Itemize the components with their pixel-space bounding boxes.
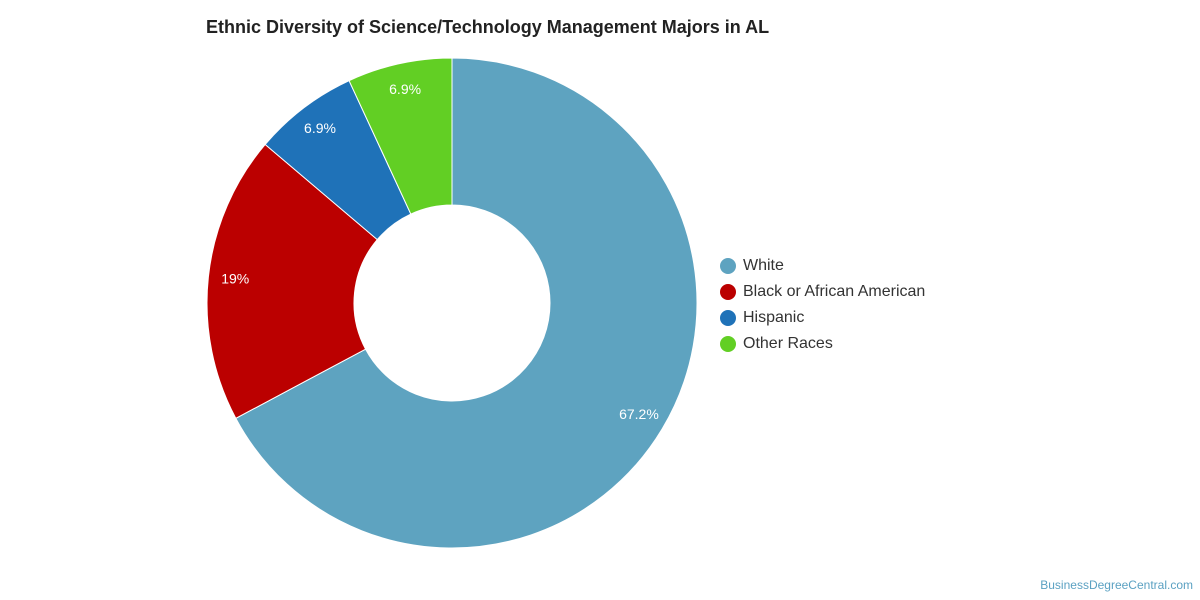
legend-item-hispanic[interactable]: Hispanic: [720, 305, 925, 331]
legend-label: White: [743, 257, 784, 274]
slice-label-other-races: 6.9%: [389, 81, 421, 97]
legend-item-white[interactable]: White: [720, 253, 925, 279]
legend-swatch-icon: [720, 310, 736, 326]
slice-labels: 67.2% 19% 6.9% 6.9%: [221, 81, 659, 422]
legend-item-other-races[interactable]: Other Races: [720, 331, 925, 357]
legend-item-black-or-african-american[interactable]: Black or African American: [720, 279, 925, 305]
slice-white[interactable]: [235, 57, 698, 549]
slice-label-hispanic: 6.9%: [304, 120, 336, 136]
slices: [206, 57, 698, 549]
slice-other-races[interactable]: [348, 57, 453, 215]
legend-label: Black or African American: [743, 283, 926, 300]
legend-swatch-icon: [720, 284, 736, 300]
slice-label-white: 67.2%: [619, 406, 659, 422]
legend-label: Other Races: [743, 335, 833, 352]
legend: White Black or African American Hispanic Ot…: [720, 253, 925, 357]
source-credit[interactable]: BusinessDegreeCentral.com: [1040, 578, 1193, 592]
chart-title: Ethnic Diversity of Science/Technology M…: [206, 17, 770, 37]
slice-black-or-african-american[interactable]: [206, 143, 378, 419]
legend-swatch-icon: [720, 258, 736, 274]
legend-swatch-icon: [720, 336, 736, 352]
slice-label-black-or-african-american: 19%: [221, 270, 249, 286]
legend-label: Hispanic: [743, 309, 805, 326]
